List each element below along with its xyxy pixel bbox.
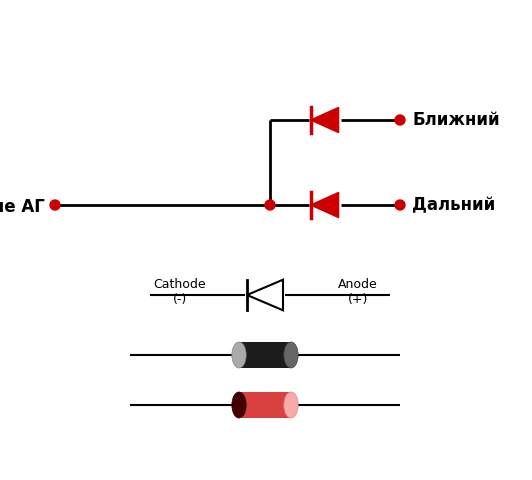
Text: (-): (-) <box>173 292 187 305</box>
Text: Дальний: Дальний <box>412 196 495 214</box>
Ellipse shape <box>284 392 298 418</box>
Text: Cathode: Cathode <box>154 278 206 291</box>
Ellipse shape <box>284 342 298 368</box>
Circle shape <box>50 200 60 210</box>
Circle shape <box>395 115 405 125</box>
Text: (+): (+) <box>348 292 368 305</box>
Text: Ближний: Ближний <box>412 111 500 129</box>
Text: Anode: Anode <box>338 278 378 291</box>
Ellipse shape <box>232 392 246 418</box>
Polygon shape <box>311 192 338 217</box>
FancyBboxPatch shape <box>239 392 291 418</box>
Polygon shape <box>311 108 338 132</box>
FancyBboxPatch shape <box>239 342 291 368</box>
Circle shape <box>265 200 275 210</box>
Circle shape <box>395 200 405 210</box>
Text: Управление АГ: Управление АГ <box>0 198 45 216</box>
Ellipse shape <box>232 342 246 368</box>
